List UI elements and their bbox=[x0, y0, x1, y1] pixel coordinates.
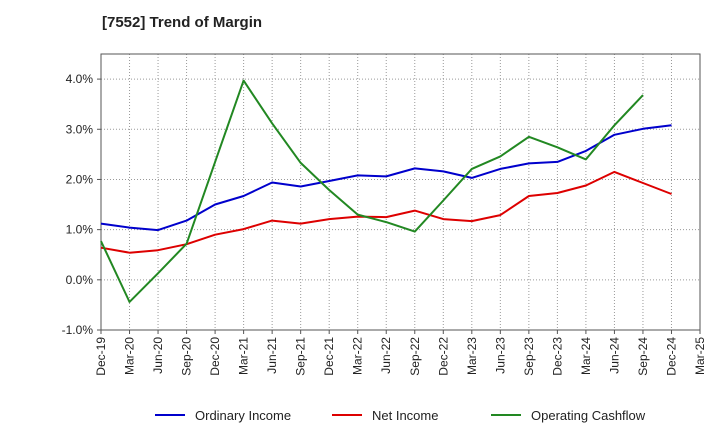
axis-layer: 4.0% 3.0% 2.0% 1.0% 0.0% -1.0%Dec-19 Mar-20 Jun… bbox=[62, 53, 707, 376]
x-tick-label: Sep-24 bbox=[636, 337, 650, 376]
x-tick-label: Dec-22 bbox=[436, 337, 450, 376]
x-tick-label: Sep-21 bbox=[294, 337, 308, 376]
x-tick-label: Dec-20 bbox=[208, 337, 222, 376]
plot-frame bbox=[100, 53, 701, 331]
x-tick-label: Dec-21 bbox=[322, 337, 336, 376]
y-tick-label: 2.0% bbox=[66, 172, 94, 186]
series-line-net-income bbox=[100, 170, 672, 254]
x-tick-label: Mar-20 bbox=[123, 337, 137, 375]
legend-label-operating-cashflow: Operating Cashflow bbox=[531, 408, 646, 423]
x-tick-label: Sep-23 bbox=[522, 337, 536, 376]
y-tick-label: 4.0% bbox=[66, 72, 94, 86]
x-tick-label: Jun-22 bbox=[379, 337, 393, 374]
x-tick-label: Dec-19 bbox=[94, 337, 108, 376]
grid-layer bbox=[100, 54, 701, 331]
x-tick-label: Mar-22 bbox=[351, 337, 365, 375]
x-tick-label: Dec-23 bbox=[550, 337, 564, 376]
x-tick-label: Jun-24 bbox=[607, 337, 621, 374]
x-tick-label: Mar-21 bbox=[237, 337, 251, 375]
chart-title: [7552] Trend of Margin bbox=[102, 14, 263, 31]
legend-layer: Ordinary Income Net Income Operating Cashf… bbox=[155, 408, 646, 423]
legend-label-net-income: Net Income bbox=[372, 408, 438, 423]
y-tick-label: -1.0% bbox=[62, 323, 94, 337]
x-tick-label: Jun-21 bbox=[265, 337, 279, 374]
x-tick-label: Dec-24 bbox=[664, 337, 678, 376]
series-line-operating-cashflow bbox=[100, 79, 644, 303]
x-tick-label: Sep-20 bbox=[180, 337, 194, 376]
legend-label-ordinary-income: Ordinary Income bbox=[195, 408, 291, 423]
y-tick-label: 3.0% bbox=[66, 122, 94, 136]
y-tick-label: 0.0% bbox=[66, 273, 94, 287]
x-tick-label: Mar-24 bbox=[579, 337, 593, 375]
x-tick-label: Jun-20 bbox=[151, 337, 165, 374]
x-tick-label: Sep-22 bbox=[408, 337, 422, 376]
x-tick-label: Jun-23 bbox=[493, 337, 507, 374]
series-layer bbox=[100, 79, 672, 303]
x-tick-label: Mar-23 bbox=[465, 337, 479, 375]
x-tick-label: Mar-25 bbox=[693, 337, 707, 375]
y-tick-label: 1.0% bbox=[66, 223, 94, 237]
